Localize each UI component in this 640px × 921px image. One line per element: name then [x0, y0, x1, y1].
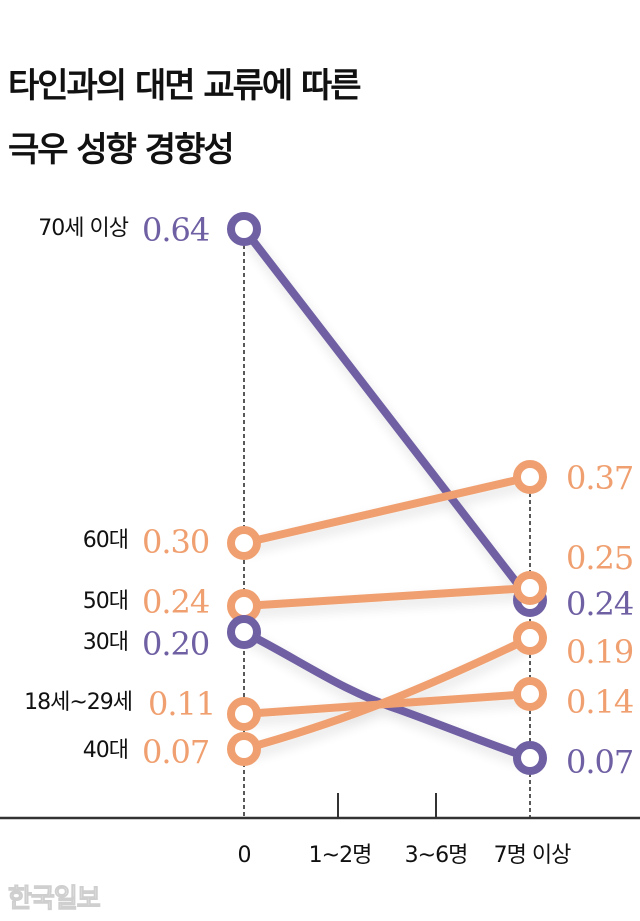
category-label-70plus: 70세 이상 — [38, 216, 129, 241]
x-tick-label-1-2: 1~2명 — [308, 843, 373, 868]
publisher-watermark: 한국일보 — [8, 884, 102, 915]
series-line-50s — [240, 584, 534, 610]
value-label-60s-right: 0.37 — [566, 459, 634, 497]
marker-60s-0 — [227, 526, 261, 560]
marker-60s-7plus — [513, 460, 547, 494]
chart-title-line1: 타인과의 대면 교류에 따른 — [8, 66, 362, 106]
x-tick-label-7plus: 7명 이상 — [493, 843, 572, 868]
series-line-40s — [240, 634, 534, 753]
chart-title-line2: 극우 성향 경향성 — [8, 130, 235, 170]
x-tick-label-3-6: 3~6명 — [404, 843, 469, 868]
value-label-18-29-left: 0.11 — [148, 685, 216, 723]
marker-30s-7plus — [513, 741, 547, 775]
marker-50s-7plus — [513, 571, 547, 605]
value-label-30s-right: 0.07 — [566, 743, 634, 781]
category-label-40s: 40대 — [82, 738, 129, 763]
value-label-50s-left: 0.24 — [142, 583, 210, 621]
marker-70plus-0 — [227, 212, 261, 246]
value-label-70plus-right: 0.24 — [566, 585, 634, 623]
x-tick-label-0: 0 — [237, 843, 252, 868]
marker-18-29-7plus — [513, 677, 547, 711]
category-label-50s: 50대 — [82, 589, 129, 614]
marker-40s-7plus — [513, 621, 547, 655]
value-label-60s-left: 0.30 — [142, 523, 210, 561]
category-label-30s: 30대 — [82, 630, 129, 655]
marker-18-29-0 — [227, 697, 261, 731]
category-label-60s: 60대 — [82, 528, 129, 553]
marker-40s-0 — [227, 732, 261, 766]
series-line-60s — [240, 473, 534, 547]
category-label-18-29: 18세~29세 — [24, 690, 133, 715]
value-label-40s-left: 0.07 — [142, 733, 210, 771]
series-line-30s — [240, 628, 534, 762]
value-label-18-29-right: 0.14 — [566, 683, 634, 721]
value-label-40s-right: 0.19 — [566, 633, 634, 671]
value-label-50s-right: 0.25 — [566, 539, 634, 577]
value-label-30s-left: 0.20 — [142, 625, 210, 663]
value-label-70plus-left: 0.64 — [142, 211, 210, 249]
series-line-70plus — [240, 225, 534, 604]
marker-30s-0 — [227, 615, 261, 649]
